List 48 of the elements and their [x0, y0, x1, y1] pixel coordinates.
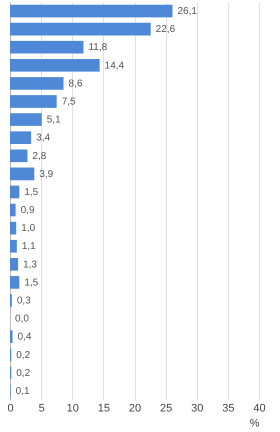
bar	[10, 113, 42, 126]
data-label: 0,2	[16, 350, 31, 361]
bar	[10, 95, 57, 108]
bar	[10, 4, 172, 18]
data-label: 1,0	[21, 223, 36, 234]
data-label: 1,3	[23, 259, 38, 270]
data-label: 11,8	[88, 42, 108, 54]
bar	[10, 58, 100, 72]
data-label: 0,4	[17, 332, 32, 343]
x-tick-label: 0	[7, 402, 14, 414]
data-label: 3,9	[39, 168, 54, 180]
data-label: 0,3	[16, 296, 32, 306]
bar	[10, 131, 32, 144]
data-label: 1,1	[22, 241, 36, 252]
bar	[10, 40, 84, 54]
bar	[10, 258, 18, 271]
data-label: 7,5	[62, 96, 76, 108]
data-label: 2,8	[32, 150, 47, 162]
data-label: 0,0	[15, 314, 30, 325]
bar	[10, 149, 28, 162]
x-tick-label: 15	[98, 402, 110, 414]
data-label: 14,4	[104, 60, 125, 72]
bar	[10, 77, 64, 90]
x-tick-label: 35	[222, 402, 234, 414]
data-label: 3,4	[36, 132, 51, 144]
x-tick-label: 20	[128, 402, 142, 414]
x-tick-label: 40	[253, 402, 266, 414]
x-tick-label: 10	[66, 402, 79, 414]
data-label: 8,6	[68, 78, 83, 90]
x-tick-label: 25	[160, 402, 172, 414]
data-label: 0,1	[16, 386, 30, 397]
data-label: 26,1	[177, 6, 198, 18]
bar	[10, 168, 34, 180]
x-axis-title: %	[250, 418, 260, 430]
bar	[10, 240, 17, 253]
data-label: 0,9	[20, 205, 35, 216]
bar	[10, 222, 16, 234]
x-tick-label: 30	[191, 402, 204, 414]
data-label: 0,2	[16, 368, 31, 379]
x-tick-label: 5	[38, 402, 45, 414]
bar	[10, 204, 16, 216]
data-label: 1,5	[24, 277, 39, 288]
bar	[10, 186, 20, 198]
bar	[10, 276, 20, 289]
bar	[10, 22, 151, 36]
data-label: 5,1	[46, 114, 62, 126]
data-label: 1,5	[24, 186, 39, 198]
data-label: 22,6	[156, 24, 176, 36]
